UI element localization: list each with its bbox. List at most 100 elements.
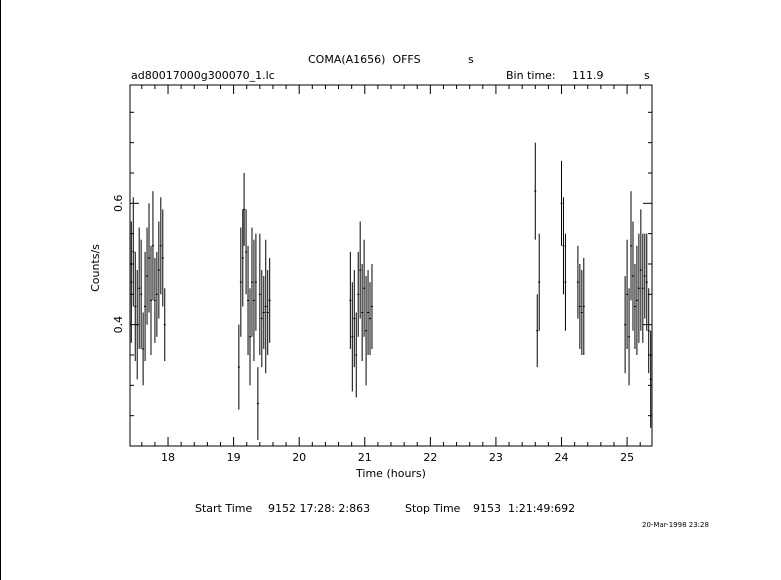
x-tick-label: 22 — [423, 451, 437, 464]
data-point — [254, 233, 257, 331]
plot-timestamp: 20-Mar-1998 23:28 — [642, 521, 709, 529]
data-point — [349, 251, 352, 349]
data-point — [151, 191, 154, 301]
data-point — [582, 257, 585, 355]
data-point — [239, 227, 242, 337]
data-point — [645, 233, 648, 331]
data-point — [155, 251, 158, 337]
data-point — [144, 251, 147, 362]
stop-time-value: 9153 1:21:49:692 — [473, 502, 576, 515]
data-point — [241, 209, 244, 307]
data-point — [635, 245, 638, 355]
bin-time-label: Bin time: — [506, 69, 556, 82]
data-point — [245, 209, 248, 295]
data-point — [631, 221, 634, 331]
data-points — [130, 142, 652, 440]
data-point — [146, 227, 149, 325]
y-tick-label: 0.6 — [112, 195, 125, 213]
data-point — [161, 209, 164, 307]
data-point — [266, 270, 269, 355]
data-point — [367, 270, 370, 355]
data-point — [142, 312, 145, 386]
data-point — [157, 221, 160, 319]
data-point — [576, 245, 579, 319]
data-point — [136, 270, 139, 380]
start-time-value: 9152 17:28: 2:863 — [268, 502, 371, 515]
tick-marks — [130, 85, 652, 447]
y-tick-label: 0.4 — [112, 316, 125, 334]
data-point — [148, 203, 151, 313]
x-tick-label: 25 — [620, 451, 634, 464]
data-point — [250, 227, 253, 337]
data-point — [629, 191, 633, 301]
start-time-label: Start Time — [195, 502, 253, 515]
data-point — [647, 288, 650, 374]
left-border — [0, 0, 1, 580]
data-point — [258, 233, 261, 355]
data-point — [628, 288, 631, 386]
data-point — [353, 270, 356, 368]
data-point — [159, 197, 162, 295]
data-point — [580, 270, 583, 355]
data-point — [252, 239, 255, 362]
data-point — [237, 324, 240, 410]
x-axis-label: Time (hours) — [355, 467, 426, 480]
x-tick-label: 24 — [555, 451, 569, 464]
data-point — [359, 221, 362, 319]
data-point — [578, 263, 581, 349]
data-point — [357, 251, 360, 337]
data-point — [624, 276, 627, 374]
data-point — [643, 233, 646, 319]
data-point — [536, 294, 539, 368]
data-point — [260, 270, 263, 368]
data-point — [262, 276, 265, 349]
tick-labels: 18 19 20 21 22 23 24 25 0.4 0.6 — [112, 195, 634, 464]
data-point — [365, 276, 368, 386]
data-point — [355, 312, 358, 398]
data-point — [370, 263, 373, 349]
data-point — [368, 282, 372, 355]
data-point — [637, 233, 640, 343]
data-point — [564, 233, 567, 331]
data-point — [248, 288, 252, 386]
data-point — [560, 160, 563, 246]
bin-time-unit: s — [644, 69, 650, 82]
data-point — [130, 221, 133, 343]
data-point — [534, 142, 537, 240]
bin-time-value: 111.9 — [572, 69, 604, 82]
data-point — [649, 330, 652, 428]
data-point — [641, 233, 644, 343]
data-point — [138, 227, 141, 349]
plot-title-suffix: s — [468, 53, 474, 66]
stop-time-label: Stop Time — [405, 502, 461, 515]
data-point — [140, 239, 143, 349]
data-point — [163, 288, 166, 362]
data-point — [243, 172, 246, 246]
data-point — [633, 263, 636, 349]
data-point — [538, 233, 541, 331]
x-tick-label: 18 — [161, 451, 175, 464]
data-point — [268, 257, 271, 343]
data-point — [134, 251, 137, 362]
data-point — [264, 239, 267, 374]
data-point — [247, 245, 250, 355]
data-point — [639, 209, 642, 331]
data-point — [363, 239, 366, 337]
plot-title: COMA(A1656) OFFS — [308, 53, 421, 66]
x-tick-label: 21 — [358, 451, 372, 464]
data-point — [132, 197, 135, 307]
data-point — [361, 263, 364, 362]
data-point — [149, 245, 153, 355]
data-point — [153, 257, 156, 343]
y-axis-label: Counts/s — [89, 244, 102, 292]
data-point — [626, 239, 629, 349]
plot-frame — [129, 84, 653, 447]
x-tick-label: 20 — [292, 451, 306, 464]
data-point — [256, 367, 259, 440]
x-tick-label: 23 — [489, 451, 503, 464]
x-tick-label: 19 — [227, 451, 241, 464]
data-point — [351, 282, 354, 392]
file-name: ad80017000g300070_1.lc — [131, 69, 275, 82]
data-point — [562, 197, 565, 295]
